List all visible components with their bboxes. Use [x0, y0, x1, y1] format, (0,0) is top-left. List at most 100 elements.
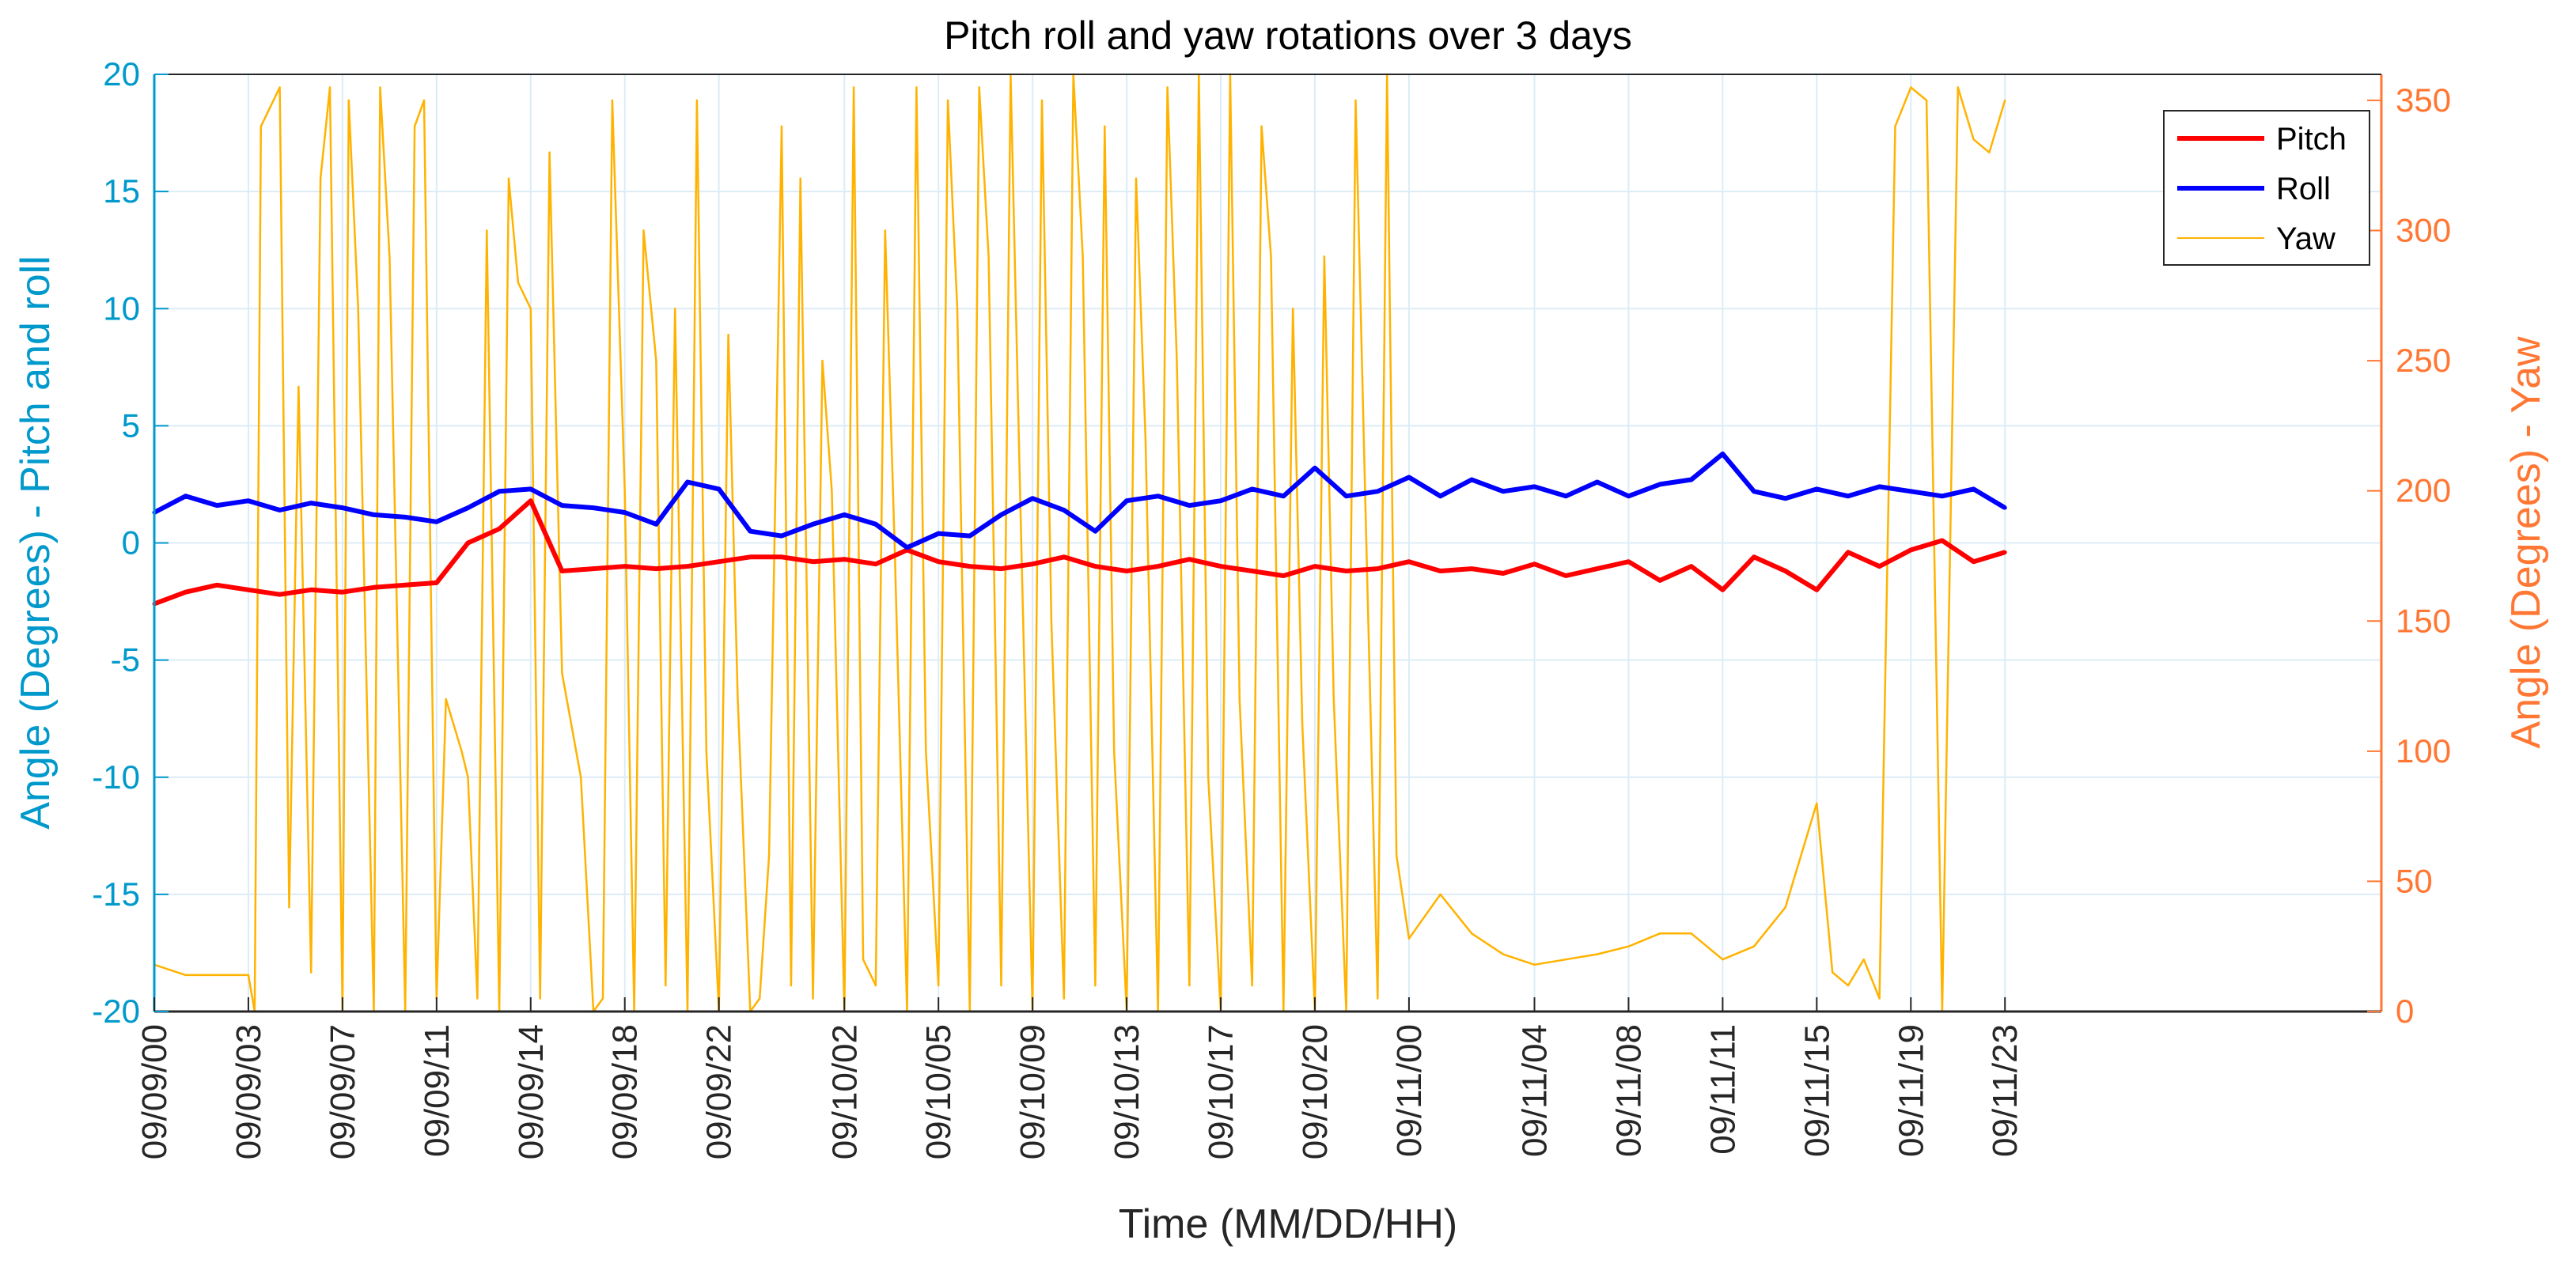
- pitch-point: [1908, 547, 1913, 552]
- roll-point: [309, 501, 313, 505]
- pitch-point: [1752, 554, 1756, 559]
- legend-label-roll: Roll: [2276, 172, 2331, 206]
- yaw-point: [937, 984, 940, 987]
- roll-point: [1344, 493, 1349, 498]
- pitch-point: [1814, 588, 1819, 592]
- left-y-axis-label: Angle (Degrees) - Pitch and roll: [13, 255, 59, 829]
- yaw-point: [695, 99, 699, 102]
- x-tick-label: 09/09/00: [135, 1024, 174, 1159]
- yaw-point: [799, 177, 801, 180]
- roll-point: [1940, 493, 1945, 498]
- pitch-point: [1187, 557, 1191, 562]
- roll-point: [1438, 493, 1443, 498]
- pitch-point: [717, 559, 722, 564]
- yaw-point: [1260, 125, 1263, 128]
- left-tick-label: -15: [92, 875, 140, 913]
- right-tick-label: 300: [2396, 212, 2451, 249]
- roll-point: [559, 503, 564, 508]
- pitch-point: [465, 541, 470, 545]
- pitch-point: [1156, 564, 1161, 569]
- roll-point: [1908, 489, 1913, 493]
- legend: Pitch Roll Yaw: [2163, 110, 2370, 266]
- roll-point: [1846, 493, 1851, 498]
- yaw-point: [388, 255, 391, 258]
- x-tick-label: 09/10/20: [1296, 1024, 1335, 1159]
- yaw-point: [1050, 620, 1053, 622]
- yaw-point: [1752, 945, 1756, 947]
- roll-point: [1375, 489, 1380, 493]
- x-tick-label: 09/11/11: [1703, 1024, 1742, 1155]
- x-tick-label: 09/10/02: [825, 1024, 864, 1159]
- yaw-point: [1439, 893, 1441, 896]
- yaw-point: [1894, 125, 1896, 128]
- left-tick-label: 5: [122, 407, 140, 444]
- left-tick-label: -5: [111, 641, 140, 679]
- yaw-point: [1188, 984, 1191, 987]
- yaw-point: [780, 125, 783, 128]
- yaw-point: [1925, 99, 1928, 102]
- right-tick-label: 350: [2396, 81, 2451, 119]
- yaw-point: [601, 997, 604, 1000]
- yaw-point: [1377, 997, 1379, 1000]
- pitch-point: [372, 585, 377, 590]
- yaw-point: [379, 86, 381, 89]
- roll-point: [1626, 493, 1631, 498]
- yaw-point: [1094, 984, 1097, 987]
- yaw-point: [874, 984, 877, 987]
- series-line-yaw: [153, 73, 2006, 1013]
- roll-point: [2002, 505, 2007, 510]
- x-tick-label: 09/11/23: [1986, 1024, 2025, 1157]
- yaw-point: [328, 86, 331, 89]
- yaw-point: [247, 974, 250, 977]
- yaw-point: [1988, 151, 1991, 153]
- legend-label-yaw: Yaw: [2276, 221, 2335, 256]
- pitch-point: [1595, 566, 1600, 571]
- roll-point: [748, 529, 752, 534]
- x-ticks: 09/09/00 09/09/03 09/09/07 09/09/11 09/09/14…: [135, 997, 2025, 1159]
- pitch-point: [998, 566, 1003, 571]
- yaw-point: [548, 151, 551, 153]
- yaw-point: [862, 958, 865, 961]
- roll-point: [1595, 479, 1600, 484]
- pitch-point: [748, 554, 752, 559]
- yaw-point: [1816, 802, 1818, 804]
- yaw-point: [1972, 138, 1975, 141]
- right-tick-label: 100: [2396, 732, 2451, 770]
- yaw-point: [737, 698, 739, 701]
- x-tick-label: 09/10/13: [1108, 1024, 1146, 1159]
- roll-point: [1532, 484, 1537, 489]
- roll-point: [591, 505, 596, 510]
- roll-point: [1281, 493, 1286, 498]
- pitch-point: [623, 564, 627, 569]
- pitch-point: [1030, 562, 1035, 566]
- x-tick-label: 09/10/05: [919, 1024, 958, 1159]
- roll-point: [842, 512, 847, 517]
- yaw-point: [1395, 854, 1398, 856]
- yaw-point: [1957, 86, 1959, 89]
- yaw-point: [1104, 125, 1106, 128]
- yaw-point: [1166, 86, 1169, 89]
- yaw-point: [216, 974, 218, 977]
- roll-point: [1657, 482, 1662, 486]
- roll-point: [905, 545, 910, 550]
- pitch-point: [1313, 564, 1317, 569]
- chart-title: Pitch roll and yaw rotations over 3 days: [944, 13, 1632, 58]
- pitch-point: [214, 583, 219, 588]
- pitch-point: [591, 566, 596, 571]
- x-tick-label: 09/09/03: [229, 1024, 268, 1159]
- yaw-point: [1082, 255, 1084, 258]
- roll-point: [278, 508, 282, 512]
- pitch-point: [1657, 578, 1662, 583]
- pitch-point: [1469, 566, 1474, 571]
- x-tick-label: 09/09/14: [512, 1024, 551, 1159]
- legend-label-pitch: Pitch: [2276, 122, 2347, 157]
- roll-point: [340, 505, 345, 510]
- yaw-point: [570, 724, 573, 727]
- roll-point: [1877, 484, 1882, 489]
- pitch-point: [1407, 559, 1411, 564]
- yaw-point: [517, 282, 520, 284]
- yaw-point: [1292, 308, 1294, 310]
- roll-point: [184, 493, 188, 498]
- yaw-point: [1502, 953, 1505, 955]
- yaw-point: [821, 359, 824, 362]
